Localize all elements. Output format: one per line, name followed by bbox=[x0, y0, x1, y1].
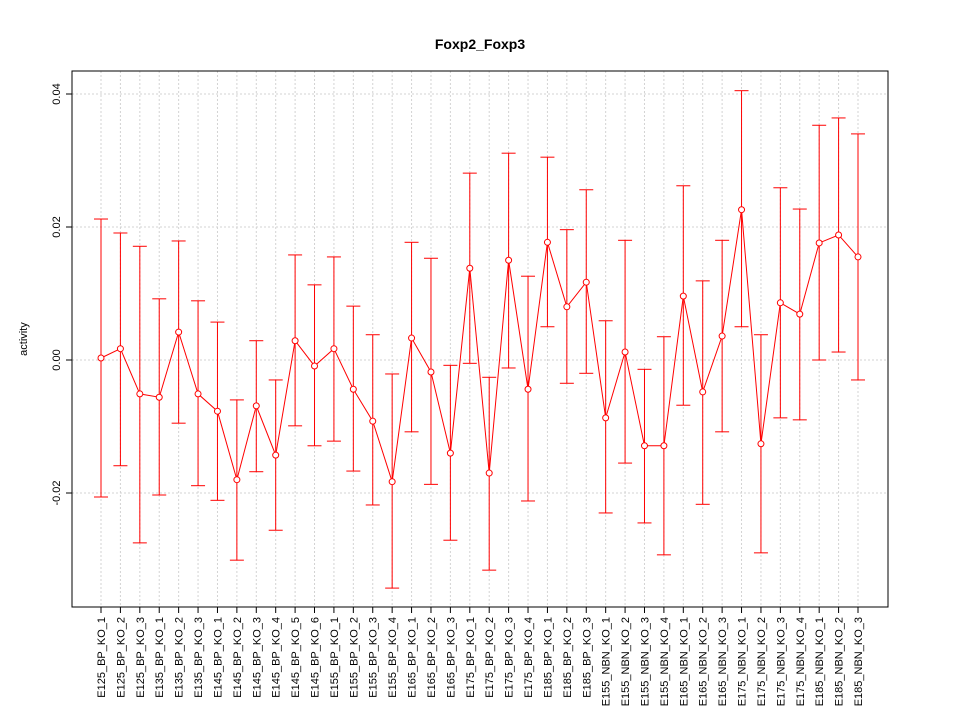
data-point bbox=[330, 345, 338, 353]
x-tick-label: E185_BP_KO_3 bbox=[581, 617, 593, 698]
data-point bbox=[796, 310, 804, 318]
x-tick-label: E175_BP_KO_2 bbox=[484, 617, 496, 698]
data-point bbox=[718, 332, 726, 340]
x-tick-label: E165_NBN_KO_3 bbox=[717, 617, 729, 706]
data-point bbox=[835, 231, 843, 239]
data-point bbox=[291, 337, 299, 345]
x-tick-label: E165_BP_KO_1 bbox=[407, 617, 419, 698]
data-point bbox=[155, 393, 163, 401]
x-tick-label: E125_BP_KO_1 bbox=[96, 617, 108, 698]
data-point bbox=[621, 348, 629, 356]
y-tick-label: 0.02 bbox=[51, 216, 63, 237]
data-point bbox=[563, 303, 571, 311]
x-tick-label: E155_NBN_KO_4 bbox=[659, 617, 671, 706]
data-point bbox=[408, 334, 416, 342]
data-point bbox=[679, 292, 687, 300]
data-point bbox=[660, 442, 668, 450]
x-tick-label: E175_NBN_KO_2 bbox=[756, 617, 768, 706]
data-marks bbox=[94, 90, 865, 589]
x-tick-label: E175_NBN_KO_4 bbox=[795, 617, 807, 706]
data-point bbox=[116, 345, 124, 353]
data-point bbox=[466, 264, 474, 272]
data-point bbox=[602, 414, 610, 422]
data-point bbox=[446, 449, 454, 457]
x-tick-label: E165_BP_KO_3 bbox=[445, 617, 457, 698]
x-tick-label: E145_BP_KO_1 bbox=[212, 617, 224, 698]
data-point bbox=[738, 206, 746, 214]
y-tick-label: 0.00 bbox=[51, 349, 63, 370]
x-tick-label: E145_BP_KO_4 bbox=[271, 617, 283, 698]
data-point bbox=[272, 451, 280, 459]
x-tick-label: E145_BP_KO_6 bbox=[310, 617, 322, 698]
x-tick-label: E175_BP_KO_3 bbox=[504, 617, 516, 698]
x-tick-label: E155_BP_KO_3 bbox=[368, 617, 380, 698]
x-tick-label: E155_BP_KO_1 bbox=[329, 617, 341, 698]
x-tick-label: E175_NBN_KO_1 bbox=[737, 617, 749, 706]
x-tick-label: E175_BP_KO_1 bbox=[465, 617, 477, 698]
x-tick-label: E155_NBN_KO_1 bbox=[601, 617, 613, 706]
data-point bbox=[136, 390, 144, 398]
x-tick-label: E135_BP_KO_2 bbox=[174, 617, 186, 698]
data-point bbox=[233, 476, 241, 484]
data-point bbox=[854, 253, 862, 261]
x-tick-label: E185_NBN_KO_1 bbox=[814, 617, 826, 706]
y-tick-label: -0.02 bbox=[51, 480, 63, 505]
data-point bbox=[485, 469, 493, 477]
data-point bbox=[311, 362, 319, 370]
x-tick-label: E175_NBN_KO_3 bbox=[775, 617, 787, 706]
x-tick-label: E155_NBN_KO_3 bbox=[639, 617, 651, 706]
x-tick-label: E125_BP_KO_3 bbox=[135, 617, 147, 698]
x-tick-label: E135_BP_KO_1 bbox=[154, 617, 166, 698]
x-tick-label: E145_BP_KO_3 bbox=[251, 617, 263, 698]
x-tick-label: E145_BP_KO_2 bbox=[232, 617, 244, 698]
x-tick-label: E165_BP_KO_2 bbox=[426, 617, 438, 698]
data-point bbox=[776, 299, 784, 307]
data-point bbox=[194, 390, 202, 398]
grid bbox=[72, 71, 888, 607]
x-tick-label: E185_BP_KO_2 bbox=[562, 617, 574, 698]
x-tick-label: E185_NBN_KO_3 bbox=[853, 617, 865, 706]
series-line bbox=[100, 209, 859, 482]
data-point bbox=[175, 328, 183, 336]
data-point bbox=[640, 442, 648, 450]
data-point bbox=[97, 354, 105, 362]
data-point bbox=[505, 256, 513, 264]
data-point bbox=[427, 368, 435, 376]
data-point bbox=[524, 385, 532, 393]
x-tick-label: E145_BP_KO_5 bbox=[290, 617, 302, 698]
plot-frame bbox=[71, 70, 889, 608]
x-tick-label: E155_BP_KO_2 bbox=[348, 617, 360, 698]
x-tick-label: E165_NBN_KO_2 bbox=[698, 617, 710, 706]
data-point bbox=[815, 239, 823, 247]
x-tick-label: E185_NBN_KO_2 bbox=[834, 617, 846, 706]
data-point bbox=[757, 440, 765, 448]
x-tick-label: E185_BP_KO_1 bbox=[542, 617, 554, 698]
y-axis-label: activity bbox=[18, 322, 30, 356]
data-point bbox=[543, 238, 551, 246]
data-point bbox=[213, 407, 221, 415]
data-point bbox=[349, 385, 357, 393]
x-tick-label: E165_NBN_KO_1 bbox=[678, 617, 690, 706]
x-tick-label: E175_BP_KO_4 bbox=[523, 617, 535, 698]
data-point bbox=[388, 478, 396, 486]
x-tick-label: E135_BP_KO_3 bbox=[193, 617, 205, 698]
data-point bbox=[369, 417, 377, 425]
x-tick-label: E125_BP_KO_2 bbox=[115, 617, 127, 698]
y-tick-label: 0.04 bbox=[51, 83, 63, 104]
data-point bbox=[699, 388, 707, 396]
chart-title: Foxp2_Foxp3 bbox=[435, 36, 525, 52]
data-point bbox=[252, 402, 260, 410]
data-point bbox=[582, 278, 590, 286]
x-tick-label: E155_NBN_KO_2 bbox=[620, 617, 632, 706]
axes: -0.02 0.00 0.02 0.04 E125_BP_KO_1 E125_BP_KO_… bbox=[51, 83, 865, 706]
x-tick-label: E155_BP_KO_4 bbox=[387, 617, 399, 698]
